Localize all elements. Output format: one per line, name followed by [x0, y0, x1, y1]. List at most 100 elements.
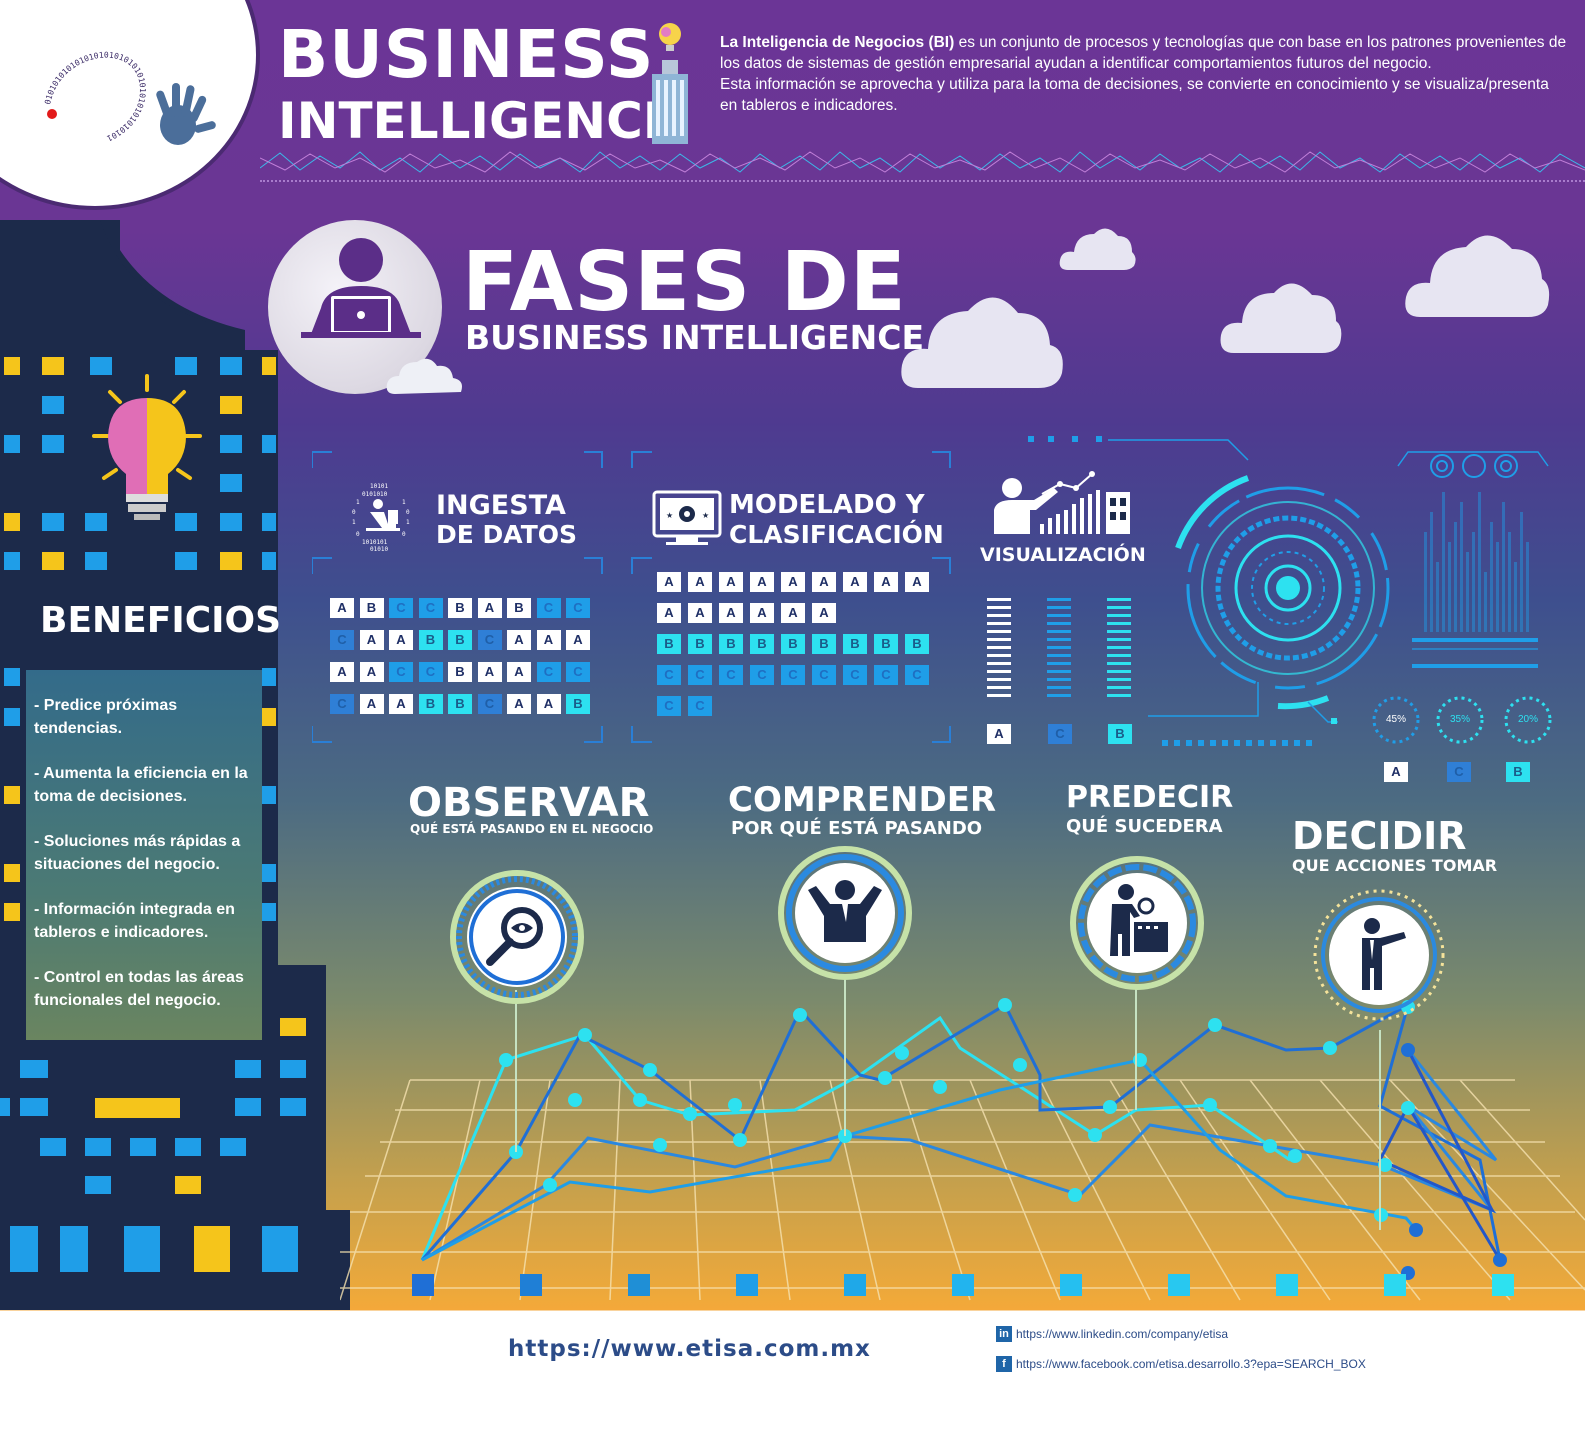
- data-cell: A: [874, 572, 898, 592]
- gauge-value-b: 20%: [1517, 714, 1538, 725]
- linkedin-icon[interactable]: in: [996, 1326, 1012, 1342]
- data-cell: A: [389, 694, 413, 714]
- data-cell: C: [843, 665, 867, 685]
- svg-text:1: 1: [406, 519, 410, 526]
- data-cell: A: [657, 603, 681, 623]
- ingesta-title-1: INGESTA: [436, 490, 566, 521]
- data-cell: A: [750, 603, 774, 623]
- footer-website-link[interactable]: https://www.etisa.com.mx: [508, 1336, 871, 1362]
- data-cell: C: [330, 694, 354, 714]
- modelado-title-2: CLASIFICACIÓN: [729, 520, 944, 549]
- gauge-label-a: A: [1384, 762, 1408, 782]
- phases-subtitle: BUSINESS INTELLIGENCE: [465, 318, 924, 357]
- data-cell: C: [418, 598, 443, 618]
- benefit-item: - Soluciones más rápidas a situaciones d…: [34, 833, 241, 873]
- svg-text:0: 0: [352, 509, 356, 516]
- benefit-item: - Aumenta la eficiencia en la toma de de…: [34, 765, 248, 805]
- visual-label-a: A: [987, 724, 1011, 744]
- svg-text:010101010101010101010101010101: 0101010101010101010101010101010101010101: [43, 51, 147, 143]
- data-cell: A: [905, 572, 929, 592]
- header-divider: [260, 180, 1585, 182]
- network-graph: [340, 980, 1585, 1301]
- gauge-label-b: B: [1506, 762, 1530, 782]
- data-cell: A: [477, 598, 502, 618]
- data-cell: B: [781, 634, 805, 654]
- svg-text:1010101: 1010101: [362, 539, 388, 546]
- benefit-item: - Control en todas las áreas funcionales…: [34, 969, 244, 1009]
- visual-label-b: B: [1108, 724, 1132, 744]
- stage-sub-predecir: QUÉ SUCEDERA: [1066, 816, 1223, 837]
- data-cell: A: [330, 662, 354, 682]
- benefits-box: [26, 670, 262, 1040]
- data-cell: B: [359, 598, 384, 618]
- data-cell: A: [781, 603, 805, 623]
- svg-text:1: 1: [356, 499, 360, 506]
- data-cell: A: [812, 572, 836, 592]
- visual-bars: [987, 598, 1131, 697]
- data-cell: B: [418, 694, 443, 714]
- stage-title-predecir: PREDECIR: [1066, 780, 1234, 815]
- benefits-title: BENEFICIOS: [40, 600, 282, 641]
- data-cell: C: [566, 598, 590, 618]
- benefit-item: - Información integrada en tableros e in…: [34, 901, 235, 941]
- data-cell: C: [389, 662, 413, 682]
- facebook-icon[interactable]: f: [996, 1356, 1012, 1372]
- data-cell: A: [812, 603, 836, 623]
- gauge-label-c: C: [1447, 762, 1471, 782]
- data-cell: A: [657, 572, 681, 592]
- data-cell: C: [389, 598, 413, 618]
- data-cell: C: [812, 665, 836, 685]
- svg-text:0: 0: [402, 531, 406, 538]
- person-pointing-icon: [1313, 889, 1445, 1021]
- person-arms-up-icon: [778, 846, 912, 980]
- data-cell: A: [389, 630, 413, 650]
- data-cell: C: [477, 630, 502, 650]
- data-cell: C: [719, 665, 743, 685]
- data-cell: A: [719, 603, 743, 623]
- binary-hand-logo: 0101010101010101010101010101010101010101: [43, 51, 216, 145]
- cloud: [1405, 235, 1550, 317]
- stage-sub-decidir: QUE ACCIONES TOMAR: [1292, 856, 1498, 875]
- data-cell: C: [477, 694, 502, 714]
- magnifier-eye-icon: [450, 870, 584, 1004]
- data-cell: C: [874, 665, 898, 685]
- data-cell: A: [750, 572, 774, 592]
- building-windows: [0, 357, 306, 1272]
- data-cell: A: [359, 630, 384, 650]
- data-cell: C: [781, 665, 805, 685]
- visualizacion-title: VISUALIZACIÓN: [980, 544, 1146, 566]
- building-icon: [652, 23, 688, 144]
- svg-text:0: 0: [406, 509, 410, 516]
- facebook-link[interactable]: https://www.facebook.com/etisa.desarroll…: [1016, 1357, 1366, 1371]
- stage-title-comprender: COMPRENDER: [728, 780, 997, 820]
- monitor-icon: ★ ★: [652, 490, 722, 545]
- data-cell: A: [507, 694, 531, 714]
- svg-text:0101010: 0101010: [362, 491, 388, 498]
- ingesta-title-2: DE DATOS: [436, 520, 578, 549]
- data-cell: C: [688, 696, 712, 716]
- data-cell: A: [843, 572, 867, 592]
- data-cell: C: [657, 696, 681, 716]
- data-cell: B: [418, 630, 443, 650]
- stage-title-observar: OBSERVAR: [408, 780, 650, 826]
- gauge-value-c: 35%: [1449, 714, 1470, 725]
- data-cell: B: [905, 634, 929, 654]
- data-cell: A: [477, 662, 502, 682]
- panel-frames: [312, 451, 951, 743]
- desc-strong: La Inteligencia de Negocios (BI): [720, 34, 955, 51]
- cloud: [901, 297, 1063, 388]
- data-cell: B: [812, 634, 836, 654]
- data-cell: B: [448, 598, 472, 618]
- desc-line2: Esta información se aprovecha y utiliza …: [720, 76, 1549, 114]
- presenter-chart-icon: [994, 471, 1130, 534]
- data-cell: A: [507, 662, 531, 682]
- linkedin-link[interactable]: https://www.linkedin.com/company/etisa: [1016, 1327, 1229, 1341]
- header-zigzag-decoration: [260, 151, 1585, 173]
- data-cell: B: [719, 634, 743, 654]
- data-cell: B: [843, 634, 867, 654]
- data-cell: B: [448, 694, 472, 714]
- data-cell: B: [688, 634, 712, 654]
- data-cell: C: [330, 630, 354, 650]
- svg-text:★: ★: [702, 511, 709, 520]
- data-cell: A: [688, 603, 712, 623]
